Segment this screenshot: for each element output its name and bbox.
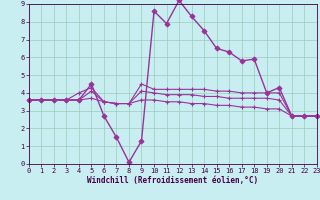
X-axis label: Windchill (Refroidissement éolien,°C): Windchill (Refroidissement éolien,°C) (87, 176, 258, 185)
